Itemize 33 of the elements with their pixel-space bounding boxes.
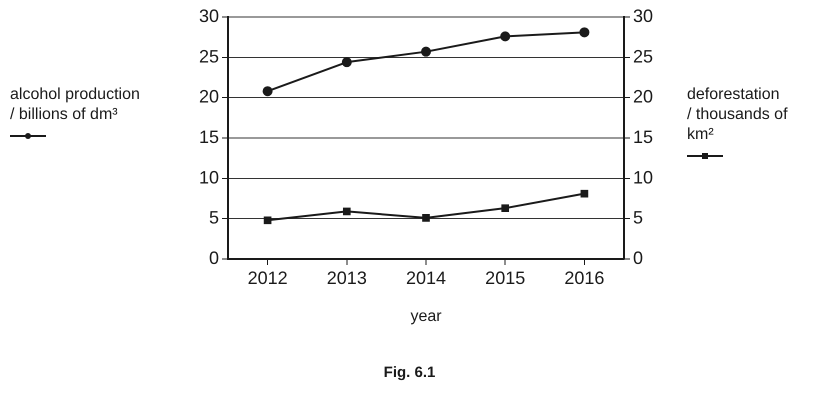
point: [262, 86, 273, 96]
y-axis-title: alcohol production / billions of dm³: [10, 85, 141, 125]
y2-tick-label: 25: [633, 46, 654, 66]
point: [264, 216, 272, 224]
caption: Fig. 6.1: [382, 363, 436, 383]
y2-tick-label: 5: [633, 208, 644, 228]
y-tick-label: 5: [208, 208, 219, 228]
x-tick-label: 2014: [406, 268, 446, 288]
x-tick-label: 2013: [326, 268, 367, 288]
y2-tick-label: 30: [633, 6, 654, 26]
y-tick-label: 20: [198, 86, 219, 107]
point: [342, 57, 352, 68]
point: [501, 204, 510, 212]
point: [500, 31, 510, 42]
y-tick-label: 10: [198, 167, 219, 188]
y-tick-label: 0: [208, 248, 219, 268]
x-tick-label: 2012: [248, 268, 288, 288]
y-tick-label: 15: [198, 126, 219, 147]
y2-tick-label: 15: [633, 126, 654, 147]
y2-tick-label: 0: [633, 248, 644, 268]
point: [421, 46, 431, 57]
y-tick-label: 25: [198, 46, 219, 66]
point: [422, 214, 430, 222]
x-tick-label: 2015: [485, 268, 526, 288]
point: [579, 27, 590, 38]
y-tick-label: 30: [198, 6, 219, 26]
point: [580, 190, 588, 198]
x-axis-title: year: [409, 307, 443, 327]
x-tick-label: 2016: [564, 268, 604, 288]
y2-tick-label: 20: [633, 86, 654, 107]
point: [342, 208, 351, 216]
y2-tick-label: 10: [633, 167, 654, 188]
y2-axis-title: deforestation / thousands of km²: [687, 85, 789, 145]
